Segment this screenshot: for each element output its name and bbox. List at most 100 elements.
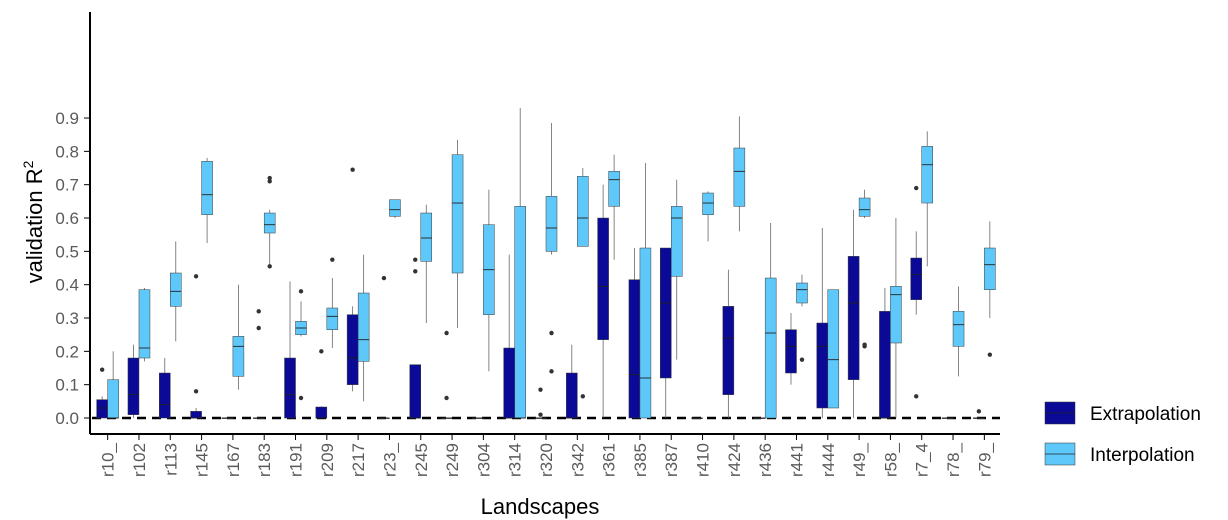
box-extrapolation-r10: [96, 399, 108, 419]
x-tick-label: r436: [756, 443, 775, 477]
box-extrapolation-r245: [409, 364, 422, 419]
box-extrapolation-r424: [722, 306, 735, 395]
outlier-extrapolation-r209: [319, 349, 324, 354]
x-tick-label: r441: [787, 443, 806, 477]
x-tick-label: r58_: [881, 442, 900, 477]
x-axis-ticks: r10_ r102 r113 r145 r167 r183 r191 r209 r217 r23_…: [99, 434, 994, 477]
x-tick-label: r145: [193, 443, 212, 477]
box-interpolation-r209: [326, 307, 339, 330]
x-tick-label: r10_: [99, 442, 118, 477]
x-tick-label: r385: [631, 443, 650, 477]
x-tick-label: r444: [819, 443, 838, 477]
x-tick-label: r23_: [380, 442, 399, 477]
outlier-extrapolation-r249: [444, 395, 449, 401]
y-tick-label: 0.0: [55, 409, 79, 428]
outlier-interpolation-r49: [862, 342, 867, 347]
y-tick-label: 0.7: [55, 176, 79, 195]
outlier-interpolation-r320: [549, 369, 554, 374]
box-extrapolation-r342: [566, 372, 578, 419]
x-tick-label: r410: [694, 443, 713, 477]
x-tick-label: r320: [537, 443, 556, 477]
y-axis-ticks: 0.0 0.1 0.2 0.3 0.4 0.5 0.6 0.7 0.8 0.9: [55, 109, 90, 428]
box-extrapolation-r441: [785, 329, 797, 374]
outlier-extrapolation-r79: [976, 409, 982, 414]
y-axis-title-main: validation R: [22, 168, 47, 283]
box-interpolation-r245: [420, 212, 433, 262]
box-extrapolation-r191: [284, 357, 296, 419]
outlier-extrapolation-r183: [256, 325, 261, 331]
box-interpolation-r424: [733, 147, 746, 207]
outlier-interpolation-r320: [549, 330, 554, 336]
outlier-interpolation-r441: [799, 357, 805, 362]
box-interpolation-r23: [389, 199, 401, 217]
box-extrapolation-r49: [847, 256, 860, 380]
box-interpolation-r58: [890, 286, 902, 344]
box-interpolation-r145: [201, 161, 213, 215]
x-axis-title: Landscapes: [481, 494, 600, 519]
outlier-extrapolation-r320: [538, 387, 543, 392]
axes: [89, 12, 1000, 435]
x-tick-label: r49_: [850, 442, 869, 477]
box-extrapolation-r58: [879, 311, 891, 419]
x-tick-label: r387: [662, 443, 681, 477]
y-tick-label: 0.5: [55, 242, 79, 261]
box-extrapolation-r385: [628, 279, 641, 419]
x-tick-label: r304: [474, 443, 493, 477]
box-interpolation-r314: [514, 206, 526, 419]
box-interpolation-r387: [670, 206, 683, 277]
box-extrapolation-r74: [910, 257, 922, 300]
x-tick-label: r245: [412, 443, 431, 477]
box-interpolation-r444: [827, 289, 840, 409]
x-tick-label: r342: [568, 443, 587, 477]
x-tick-label: r79_: [975, 442, 994, 477]
outlier-extrapolation-r145: [193, 389, 199, 394]
box-interpolation-r410: [702, 192, 714, 215]
x-tick-label: r7_4: [913, 443, 932, 477]
outlier-extrapolation-r10: [99, 367, 105, 372]
x-tick-label: r183: [255, 443, 274, 477]
box-extrapolation-r314: [503, 347, 515, 419]
outlier-extrapolation-r145: [193, 274, 199, 279]
x-tick-label: r191: [287, 443, 306, 477]
box-extrapolation-r102: [127, 357, 140, 415]
y-tick-label: 0.8: [55, 142, 79, 161]
outlier-interpolation-r209: [330, 257, 335, 262]
outlier-interpolation-r191: [298, 395, 304, 401]
box-interpolation-r78: [952, 311, 965, 347]
outlier-extrapolation-r74: [914, 394, 919, 399]
box-interpolation-r249: [451, 154, 464, 274]
x-tick-label: r167: [224, 443, 243, 477]
outlier-extrapolation-r183: [256, 309, 261, 314]
outlier-interpolation-r342: [580, 394, 586, 399]
box-extrapolation-r217: [346, 314, 359, 385]
outlier-extrapolation-r320: [538, 412, 543, 417]
legend-label-interpolation: Interpolation: [1090, 445, 1195, 466]
outlier-interpolation-r191: [298, 289, 304, 294]
outlier-extrapolation-r249: [444, 330, 449, 336]
outlier-interpolation-r79: [987, 352, 993, 357]
box-interpolation-r320: [545, 196, 558, 252]
outlier-extrapolation-r23: [381, 275, 387, 281]
outlier-interpolation-r183: [267, 264, 272, 269]
box-extrapolation-r387: [659, 247, 672, 379]
box-extrapolation-r444: [816, 322, 829, 409]
x-tick-label: r249: [443, 443, 462, 477]
legend-label-extrapolation: Extrapolation: [1090, 404, 1201, 425]
x-tick-label: r113: [161, 443, 180, 476]
y-tick-label: 0.6: [55, 209, 79, 228]
box-interpolation-r361: [608, 171, 620, 207]
box-interpolation-r183: [263, 212, 276, 234]
y-tick-label: 0.1: [55, 376, 79, 395]
y-tick-label: 0.2: [55, 342, 79, 361]
box-extrapolation-r361: [597, 217, 609, 340]
box-extrapolation-r145: [190, 411, 202, 419]
legend: Extrapolation Interpolation: [1044, 401, 1201, 466]
box-interpolation-r167: [232, 336, 245, 377]
y-tick-label: 0.9: [55, 109, 79, 128]
outlier-interpolation-r183: [267, 175, 272, 181]
x-tick-label: r78_: [944, 442, 963, 477]
box-interpolation-r217: [357, 292, 370, 362]
box-interpolation-r102: [138, 289, 151, 359]
x-tick-label: r209: [318, 443, 337, 477]
